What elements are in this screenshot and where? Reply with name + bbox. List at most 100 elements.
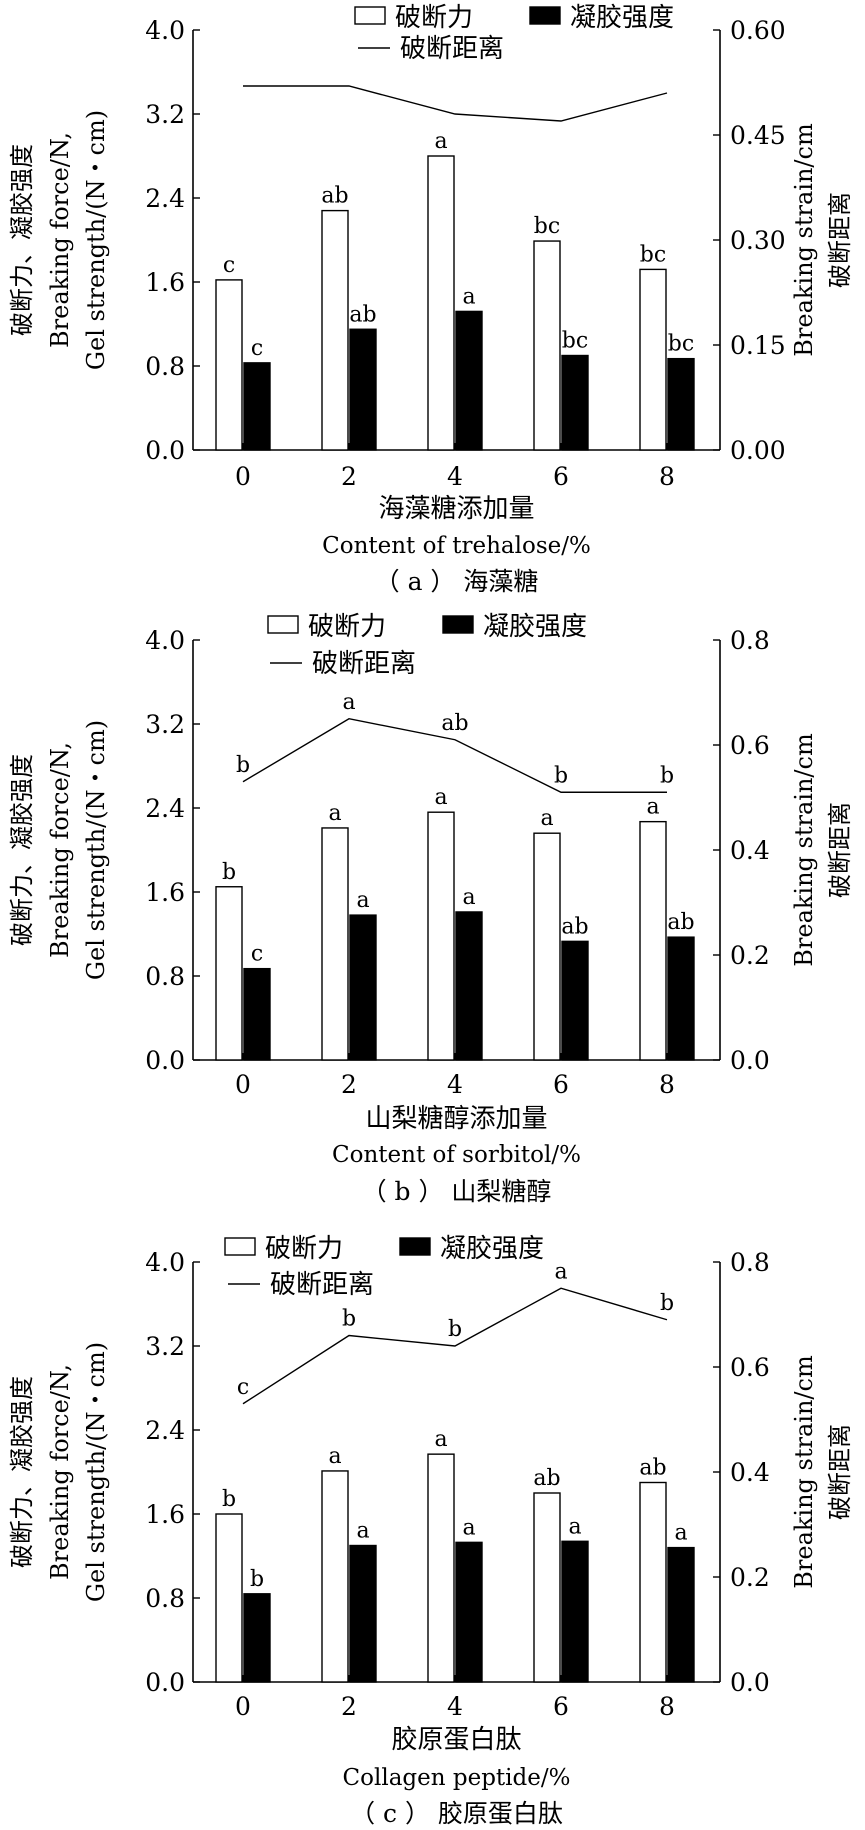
bar-gel-strength (455, 310, 483, 451)
x-tick-label: 6 (553, 462, 569, 491)
sig-label-breaking-force: a (434, 785, 447, 810)
sig-label-gel-strength: a (462, 1515, 475, 1540)
y-axis-label-right: Breaking strain/cm (790, 1355, 818, 1589)
y-axis-label-right: 破断距离 (826, 802, 854, 898)
sig-label-gel-strength: ab (349, 302, 376, 327)
bar-breaking-force (215, 886, 243, 1061)
y-tick-label-left: 4.0 (145, 1248, 185, 1277)
bar-breaking-force (639, 268, 667, 451)
y-axis-label-left: 破断力、凝胶强度 (8, 144, 36, 336)
sig-label-gel-strength: a (568, 1514, 581, 1539)
bar-gel-strength (561, 940, 589, 1061)
x-tick-label: 4 (447, 1070, 463, 1099)
bar-gel-strength (455, 911, 483, 1061)
y-tick-label-left: 0.0 (145, 1046, 185, 1075)
y-tick-label-right: 0.6 (730, 1353, 770, 1382)
y-tick-label-right: 0.4 (730, 836, 770, 865)
y-tick-label-left: 1.6 (145, 1500, 185, 1529)
y-tick-label-left: 0.8 (145, 962, 185, 991)
x-axis-label-cn: 山梨糖醇添加量 (365, 1104, 547, 1134)
panel-caption: （ a ） 海藻糖 (375, 567, 539, 596)
x-tick-label: 2 (341, 1692, 357, 1721)
legend-label-breaking-force: 破断力 (265, 1234, 343, 1264)
sig-label-gel-strength: a (462, 284, 475, 309)
y-tick-label-right: 0.45 (730, 121, 786, 150)
bar-breaking-force (215, 1513, 243, 1683)
bar-breaking-force (427, 155, 455, 451)
legend-swatch-breaking-force (267, 615, 299, 634)
bar-gel-strength (561, 1540, 589, 1683)
y-axis-label-left: Breaking force/N, (46, 1364, 74, 1580)
y-axis-label-right: 破断距离 (826, 192, 854, 288)
legend-label-breaking-force: 破断力 (395, 3, 473, 33)
sig-label-breaking-force: ab (321, 184, 348, 209)
y-tick-label-left: 2.4 (145, 184, 185, 213)
bar-breaking-force (533, 832, 561, 1061)
chart-panel-b: 0.0 0.8 1.6 2.4 3.2 4.0 0.0 0.2 0.4 0.6 0.8 0 2 4 6 8 b c… (8, 612, 854, 1206)
bar-breaking-force (427, 811, 455, 1061)
sig-label-gel-strength: c (251, 336, 263, 361)
y-axis-label-right: Breaking strain/cm (790, 123, 818, 357)
y-tick-label-left: 1.6 (145, 268, 185, 297)
legend-label-gel-strength: 凝胶强度 (440, 1234, 544, 1264)
sig-label-breaking-force: bc (534, 214, 560, 239)
x-tick-label: 6 (553, 1692, 569, 1721)
y-axis-label-left: Breaking force/N, (46, 132, 74, 348)
sig-label-breaking-strain: ab (441, 711, 468, 736)
bar-gel-strength (667, 1546, 695, 1683)
sig-label-breaking-force: a (434, 1427, 447, 1452)
bar-breaking-force (321, 209, 349, 451)
bar-breaking-force (321, 1470, 349, 1683)
x-tick-label: 2 (341, 1070, 357, 1099)
sig-label-breaking-force: b (222, 860, 236, 885)
sig-label-breaking-strain: b (660, 1291, 674, 1316)
y-tick-label-left: 2.4 (145, 794, 185, 823)
sig-label-gel-strength: c (251, 942, 263, 967)
y-tick-label-left: 2.4 (145, 1416, 185, 1445)
sig-label-breaking-force: a (328, 1444, 341, 1469)
chart-panel-c: 0.0 0.8 1.6 2.4 3.2 4.0 0.0 0.2 0.4 0.6 0.8 0 2 4 6 8 b b… (8, 1234, 854, 1828)
legend-swatch-gel-strength (442, 615, 474, 634)
bar-gel-strength (349, 328, 377, 451)
y-tick-label-right: 0.2 (730, 1563, 770, 1592)
y-tick-label-right: 0.8 (730, 1248, 770, 1277)
sig-label-breaking-strain: a (342, 690, 355, 715)
y-tick-label-left: 3.2 (145, 100, 185, 129)
y-tick-label-right: 0.6 (730, 731, 770, 760)
sig-label-breaking-strain: b (660, 763, 674, 788)
x-tick-label: 0 (235, 1070, 251, 1099)
y-axis-label-left: Gel strength/(N・cm) (82, 110, 110, 370)
y-tick-label-left: 0.8 (145, 352, 185, 381)
y-tick-label-left: 0.0 (145, 1668, 185, 1697)
sig-label-breaking-strain: b (236, 753, 250, 778)
y-axis-label-right: 破断距离 (826, 1424, 854, 1520)
legend-swatch-breaking-force (354, 6, 386, 25)
x-tick-label: 8 (659, 462, 675, 491)
y-tick-label-right: 0.15 (730, 331, 786, 360)
y-tick-label-left: 1.6 (145, 878, 185, 907)
sig-label-breaking-strain: c (237, 1375, 249, 1400)
legend-label-breaking-strain: 破断距离 (270, 1270, 374, 1300)
legend-swatch-gel-strength (529, 6, 561, 25)
sig-label-gel-strength: bc (562, 329, 588, 354)
bar-breaking-force (321, 827, 349, 1061)
x-tick-label: 8 (659, 1692, 675, 1721)
sig-label-breaking-force: b (222, 1487, 236, 1512)
y-axis-label-right: Breaking strain/cm (790, 733, 818, 967)
chart-panel-a: 0.0 0.8 1.6 2.4 3.2 4.0 0.00 0.15 0.30 0.45 0.60 0 2… (8, 3, 854, 596)
bar-gel-strength (561, 354, 589, 451)
x-axis-label-en: Content of sorbitol/% (332, 1142, 581, 1168)
sig-label-gel-strength: a (356, 888, 369, 913)
bar-gel-strength (243, 1593, 271, 1683)
sig-label-breaking-force: bc (640, 242, 666, 267)
y-tick-label-right: 0.60 (730, 16, 786, 45)
x-tick-label: 2 (341, 462, 357, 491)
bar-breaking-force (427, 1453, 455, 1683)
y-axis-label-left: Gel strength/(N・cm) (82, 1342, 110, 1602)
bar-gel-strength (667, 357, 695, 451)
sig-label-gel-strength: a (462, 885, 475, 910)
sig-label-breaking-force: a (540, 806, 553, 831)
legend-label-gel-strength: 凝胶强度 (483, 612, 587, 642)
y-tick-label-right: 0.30 (730, 226, 786, 255)
y-tick-label-left: 4.0 (145, 16, 185, 45)
